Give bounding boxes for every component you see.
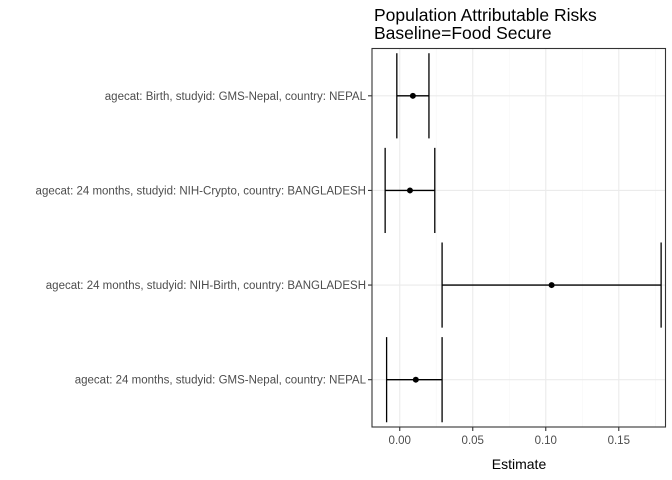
- y-tick-label: agecat: 24 months, studyid: NIH-Crypto, …: [36, 185, 366, 197]
- y-axis: agecat: Birth, studyid: GMS-Nepal, count…: [36, 91, 372, 387]
- x-tick-label: 0.15: [608, 435, 630, 447]
- estimate-point: [406, 187, 413, 194]
- x-tick-label: 0.10: [535, 435, 557, 447]
- panel-border: [371, 47, 667, 428]
- x-axis-label: Estimate: [492, 456, 547, 472]
- error-bar-group: [385, 337, 443, 423]
- grid-layer: [372, 48, 666, 427]
- error-bar-group: [396, 53, 430, 139]
- x-tick-label: 0.00: [389, 435, 411, 447]
- y-tick-label: agecat: 24 months, studyid: GMS-Nepal, c…: [75, 375, 367, 387]
- x-axis: 0.00 0.05 0.10 0.15: [389, 427, 630, 447]
- marks-layer: [384, 53, 662, 423]
- estimate-point: [409, 92, 416, 99]
- estimate-point: [548, 282, 555, 289]
- chart-title: Population Attributable Risks: [374, 5, 597, 25]
- x-tick-label: 0.05: [462, 435, 484, 447]
- estimate-point: [412, 376, 419, 383]
- error-bar-group: [441, 242, 662, 328]
- y-tick-label: agecat: Birth, studyid: GMS-Nepal, count…: [105, 91, 367, 103]
- error-bar-group: [384, 147, 436, 234]
- y-tick-label: agecat: 24 months, studyid: NIH-Birth, c…: [46, 280, 366, 292]
- chart-subtitle: Baseline=Food Secure: [374, 23, 552, 43]
